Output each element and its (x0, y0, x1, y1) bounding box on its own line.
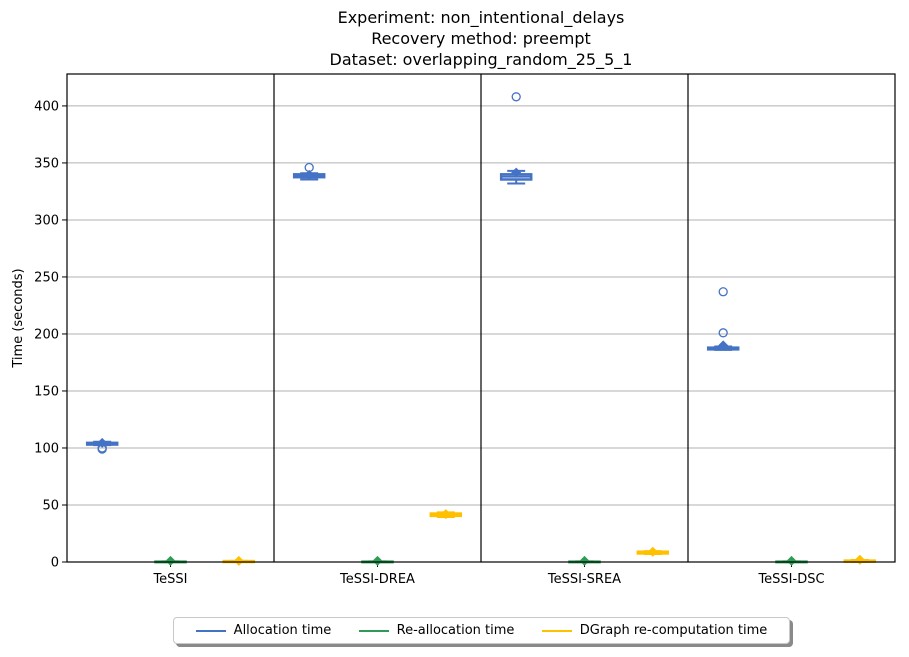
box-0-0 (85, 437, 119, 454)
mean-marker (233, 555, 244, 566)
box-2-3 (843, 554, 877, 565)
x-tick-label: TeSSI-DSC (757, 572, 824, 587)
x-tick-label: TeSSI (152, 572, 187, 587)
mean-marker (579, 555, 590, 566)
legend-item-allocation: Allocation time (195, 623, 332, 638)
flier-point (718, 287, 728, 297)
y-tick-label: 250 (34, 270, 59, 285)
mean-marker (786, 555, 797, 566)
legend-label-dgraph: DGraph re-computation time (579, 623, 768, 638)
mean-marker (718, 340, 729, 351)
flier-point (304, 162, 314, 173)
box-0-3 (706, 287, 740, 351)
y-tick-label: 150 (34, 384, 59, 399)
mean-marker (440, 509, 451, 520)
legend-label-reallocation: Re-allocation time (396, 623, 515, 638)
box-1-3 (775, 555, 808, 566)
box-0-2 (499, 92, 533, 185)
mean-marker (854, 554, 865, 565)
y-tick-label: 200 (34, 327, 59, 342)
box-1-0 (154, 555, 187, 566)
y-tick-label: 300 (34, 213, 59, 228)
plot-frame (66, 73, 896, 563)
mean-marker (165, 555, 176, 566)
box-2-1 (429, 509, 463, 520)
mean-marker (647, 546, 658, 557)
x-tick-label: TeSSI-SREA (547, 572, 621, 587)
y-tick-label: 0 (51, 556, 59, 571)
y-tick-label: 350 (34, 156, 59, 171)
y-axis: 0 50 100 150 200 250 300 350 400 (34, 99, 67, 571)
legend-label-allocation: Allocation time (233, 623, 332, 638)
box-1-2 (568, 555, 601, 566)
y-tick-label: 100 (34, 441, 59, 456)
box-2-0 (222, 555, 256, 566)
legend-swatch-reallocation (358, 629, 389, 632)
title-line-3: Dataset: overlapping_random_25_5_1 (330, 50, 633, 70)
y-axis-label: Time (seconds) (11, 268, 26, 368)
chart-title: Experiment: non_intentional_delays Recov… (330, 8, 633, 70)
mean-marker (372, 555, 383, 566)
mean-marker (304, 169, 315, 180)
title-line-2: Recovery method: preempt (371, 29, 591, 48)
box-1-1 (361, 555, 394, 566)
title-line-1: Experiment: non_intentional_delays (338, 8, 625, 28)
legend-swatch-allocation (195, 629, 226, 632)
flier-point (511, 92, 521, 102)
box-2-2 (636, 546, 670, 557)
legend: Allocation time Re-allocation time DGrap… (173, 617, 790, 644)
legend-swatch-dgraph (541, 629, 572, 632)
plot-border (66, 73, 896, 563)
y-tick-label: 400 (34, 99, 59, 114)
flier-point (718, 328, 728, 338)
x-tick-label: TeSSI-DREA (339, 572, 415, 587)
legend-item-reallocation: Re-allocation time (358, 623, 515, 638)
box-0-1 (292, 162, 326, 181)
legend-item-dgraph: DGraph re-computation time (541, 623, 768, 638)
y-tick-label: 50 (42, 498, 59, 513)
x-axis: TeSSI TeSSI-DREA TeSSI-SREA TeSSI-DSC (152, 562, 825, 587)
mean-marker (511, 167, 522, 178)
flier-point (97, 443, 107, 453)
